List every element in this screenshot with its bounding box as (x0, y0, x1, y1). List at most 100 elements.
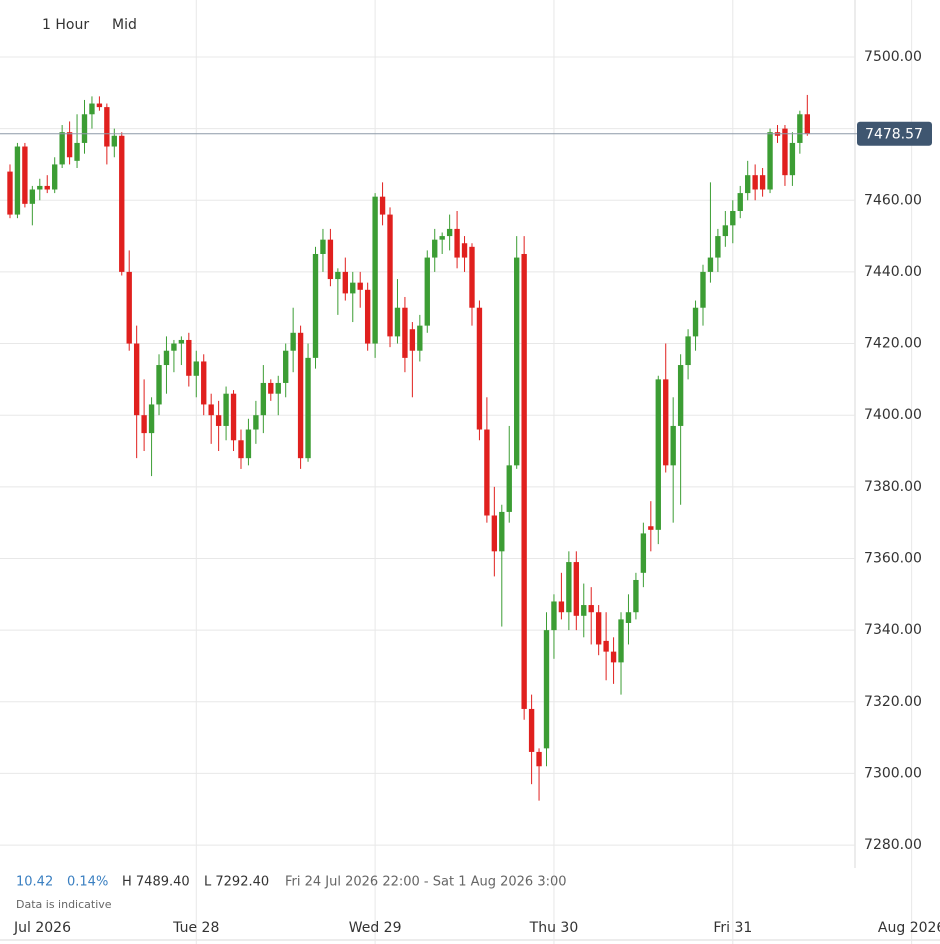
candle-body (558, 601, 565, 613)
candle-body (96, 103, 103, 108)
candle-body (387, 214, 393, 337)
candle-body (186, 339, 192, 376)
y-tick-label: 7340.00 (864, 622, 922, 638)
candles (7, 94, 810, 801)
x-tick-label: Aug 2026 (878, 920, 940, 936)
candle-body (506, 465, 512, 512)
candle-body (37, 185, 43, 190)
candle-body (439, 236, 445, 240)
candle-body (514, 257, 520, 466)
candle-body (476, 307, 483, 430)
candle-body (44, 185, 50, 190)
candle-body (618, 619, 624, 663)
candle-body (148, 404, 155, 434)
candle-body (126, 271, 132, 344)
candle-body (268, 382, 274, 394)
candle-body (595, 612, 602, 645)
candle-body (283, 350, 289, 383)
candle-body (394, 307, 401, 337)
candle-body (536, 751, 542, 767)
candle-body (402, 307, 408, 358)
candle-body (446, 228, 453, 237)
candle-body (603, 640, 609, 652)
candle-body (417, 325, 423, 351)
last-price-label: 7478.57 (865, 127, 923, 143)
interval-button[interactable]: 1 Hour (42, 17, 89, 33)
x-tick-label: Wed 29 (349, 920, 402, 936)
candle-body (335, 271, 341, 280)
candle-body (685, 336, 691, 366)
candle-body (499, 511, 505, 552)
candle-body (111, 135, 117, 147)
candle-body (528, 708, 535, 752)
candle-body (625, 612, 632, 623)
high: H 7489.40 (122, 875, 190, 890)
candle-body (655, 379, 661, 530)
candle-body (245, 429, 252, 459)
candle-body (759, 175, 766, 190)
x-tick-label: Jul 2026 (13, 920, 71, 936)
note: Data is indicative (16, 898, 112, 911)
candle-body (804, 114, 810, 134)
last-price-box (857, 121, 932, 146)
candle-body (364, 289, 371, 344)
candle-body (454, 228, 460, 258)
candle-body (573, 562, 579, 616)
candle-body (543, 630, 550, 749)
x-tick-label: Tue 28 (172, 920, 219, 936)
y-tick-label: 7500.00 (864, 49, 922, 65)
price-type-button[interactable]: Mid (112, 17, 137, 33)
y-tick-label: 7440.00 (864, 264, 922, 280)
y-tick-label: 7460.00 (864, 192, 922, 208)
candle-body (551, 601, 557, 631)
candle-body (260, 382, 267, 416)
y-tick-label: 7420.00 (864, 336, 922, 352)
candle-body (238, 440, 244, 459)
candle-body (342, 271, 348, 294)
candle-body (290, 332, 296, 351)
candle-body (357, 282, 363, 290)
candle-body (89, 103, 95, 115)
candle-body (581, 605, 587, 616)
candle-body (14, 146, 21, 215)
candle-body (74, 142, 80, 161)
candle-body (648, 526, 654, 530)
candle-body (66, 132, 73, 158)
y-tick-label: 7320.00 (864, 694, 922, 710)
candle-body (461, 243, 468, 258)
change-pct: 0.14% (67, 875, 108, 890)
candle-body (745, 175, 751, 194)
candle-body (320, 239, 326, 254)
candle-body (215, 415, 222, 426)
candle-body (469, 246, 475, 308)
candle-body (670, 425, 676, 466)
candle-body (707, 257, 714, 272)
candle-body (7, 171, 13, 215)
candle-body (521, 253, 527, 709)
candle-body (312, 253, 319, 358)
candle-body (752, 175, 758, 190)
candle-body (193, 361, 199, 376)
y-tick-label: 7380.00 (864, 479, 922, 495)
candle-body (424, 257, 430, 326)
candle-body (178, 339, 185, 344)
candle-body (737, 193, 743, 211)
candle-body (588, 605, 594, 613)
candle-body (29, 189, 36, 204)
candle-body (715, 236, 721, 258)
candle-body (230, 393, 237, 441)
y-tick-label: 7400.00 (864, 407, 922, 423)
candle-body (133, 343, 140, 416)
candle-body (253, 415, 259, 430)
candle-body (484, 429, 490, 516)
candle-body (81, 114, 88, 143)
candle-body (201, 361, 207, 405)
candle-body (722, 225, 729, 237)
candle-body (700, 271, 706, 308)
candle-body (223, 393, 229, 426)
low: L 7292.40 (204, 875, 269, 890)
candle-body (491, 515, 498, 552)
candle-body (633, 579, 639, 613)
candle-body (409, 329, 416, 351)
candle-body (640, 533, 647, 573)
